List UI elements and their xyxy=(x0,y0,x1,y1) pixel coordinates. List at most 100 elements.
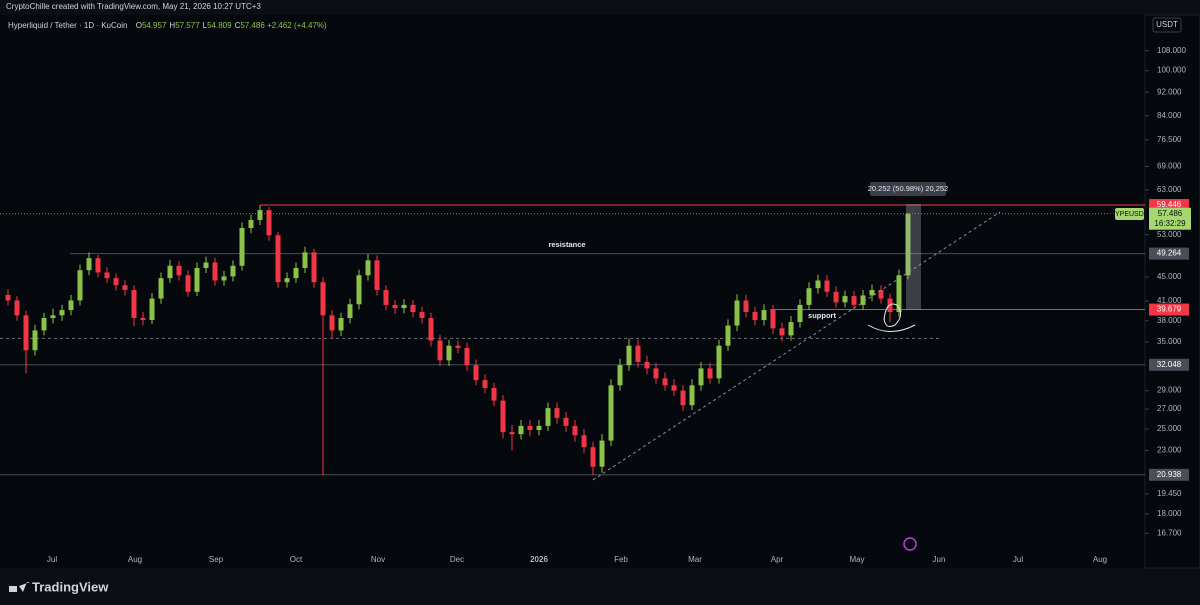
candle-body xyxy=(905,213,911,276)
annotation: support xyxy=(808,311,836,320)
candle-body xyxy=(878,289,884,299)
candle-body xyxy=(473,365,479,381)
measure-range xyxy=(906,204,921,310)
brand-logo xyxy=(9,582,30,592)
y-tick-label: 19.450 xyxy=(1157,489,1182,498)
candle-body xyxy=(833,291,839,303)
x-tick-label: Dec xyxy=(450,555,464,564)
ohlc-key: L xyxy=(203,21,208,30)
x-tick-label: Jul xyxy=(47,555,57,564)
change: +2.462 xyxy=(267,21,292,30)
candle-body xyxy=(626,345,632,366)
candle-body xyxy=(590,447,596,467)
candle-body xyxy=(239,227,245,266)
candle-body xyxy=(464,347,470,366)
ohlc-value: 54.957 xyxy=(142,21,167,30)
candle-body xyxy=(860,295,866,305)
candle-body xyxy=(797,304,803,323)
level-label: 32.048 xyxy=(1157,360,1182,369)
candle-body xyxy=(635,345,641,362)
candle-body xyxy=(482,380,488,388)
level-label: 39.679 xyxy=(1157,305,1182,314)
candle-body xyxy=(221,276,227,281)
candle-body xyxy=(716,345,722,379)
y-tick-label: 18.000 xyxy=(1157,509,1182,518)
candle-body xyxy=(491,387,497,401)
candle-body xyxy=(167,265,173,279)
y-tick-label: 100.000 xyxy=(1157,66,1186,75)
candle-body xyxy=(734,300,740,326)
candle-body xyxy=(365,260,371,276)
ticker: HYPEUSDT xyxy=(1110,211,1149,218)
candle-body xyxy=(266,210,272,236)
level-tag xyxy=(1149,303,1189,316)
candle-body xyxy=(554,408,560,418)
candle-body xyxy=(302,252,308,268)
x-tick-label: Jul xyxy=(1013,555,1023,564)
annotation: resistance xyxy=(548,240,585,249)
ohlc-value: 57.486 xyxy=(240,21,265,30)
candle-body xyxy=(149,298,155,321)
y-tick-label: 108.000 xyxy=(1157,46,1186,55)
level-label: 59.446 xyxy=(1157,200,1182,209)
candle-body xyxy=(212,262,218,281)
level-label: 20.938 xyxy=(1157,470,1182,479)
candle-body xyxy=(338,318,344,331)
ohlc-key: C xyxy=(235,21,241,30)
candle-body xyxy=(509,432,515,435)
candle-body xyxy=(806,288,812,305)
candle-body xyxy=(518,425,524,435)
candle-body xyxy=(725,325,731,346)
pane xyxy=(0,15,1145,568)
x-tick-label: Sep xyxy=(209,555,224,564)
currency-box xyxy=(1152,17,1182,33)
candle-body xyxy=(383,289,389,305)
candle-body xyxy=(500,400,506,433)
attribution: CryptoChille created with TradingView.co… xyxy=(6,2,261,11)
candle-body xyxy=(572,425,578,436)
y-tick-label: 63.000 xyxy=(1157,185,1182,194)
y-tick-label: 45.000 xyxy=(1157,272,1182,281)
ohlc-key: O xyxy=(136,21,142,30)
candle-body xyxy=(140,318,146,321)
y-tick-label: 53.000 xyxy=(1157,230,1182,239)
candle-body xyxy=(545,408,551,426)
candle-body xyxy=(41,318,47,331)
legend: Hyperliquid / Tether · 1D · KuCoin O54.9… xyxy=(8,21,327,30)
x-tick-label: Apr xyxy=(771,555,784,564)
candle-body xyxy=(203,262,209,268)
candle-body xyxy=(788,322,794,336)
x-tick-label: Oct xyxy=(290,555,303,564)
y-tick-label: 69.000 xyxy=(1157,162,1182,171)
symbol: Hyperliquid / Tether · 1D · KuCoin xyxy=(8,21,127,30)
candle-body xyxy=(230,265,236,277)
y-tick-label: 41.000 xyxy=(1157,296,1182,305)
candle-body xyxy=(122,285,128,290)
candle-body xyxy=(437,340,443,361)
candle-body xyxy=(176,265,182,276)
candle-body xyxy=(257,210,263,221)
y-tick-label: 38.000 xyxy=(1157,316,1182,325)
candle-body xyxy=(671,385,677,391)
event-icon xyxy=(903,537,917,551)
candle-body xyxy=(293,267,299,279)
level-label: 49.264 xyxy=(1157,249,1182,258)
ohlc-key: H xyxy=(169,21,175,30)
candle-body xyxy=(698,368,704,386)
candle-body xyxy=(113,278,119,286)
candle-body xyxy=(536,425,542,431)
y-tick-label: 23.000 xyxy=(1157,446,1182,455)
candle-body xyxy=(32,330,38,351)
candle-body xyxy=(455,345,461,348)
candle-body xyxy=(599,440,605,467)
y-tick-label: 92.000 xyxy=(1157,87,1182,96)
candle-body xyxy=(104,272,110,279)
candle-body xyxy=(275,235,281,283)
candle-body xyxy=(50,315,56,319)
currency: USDT xyxy=(1156,20,1178,29)
ticker-tag xyxy=(1115,208,1144,220)
candle-body xyxy=(410,304,416,313)
candle-body xyxy=(374,260,380,290)
